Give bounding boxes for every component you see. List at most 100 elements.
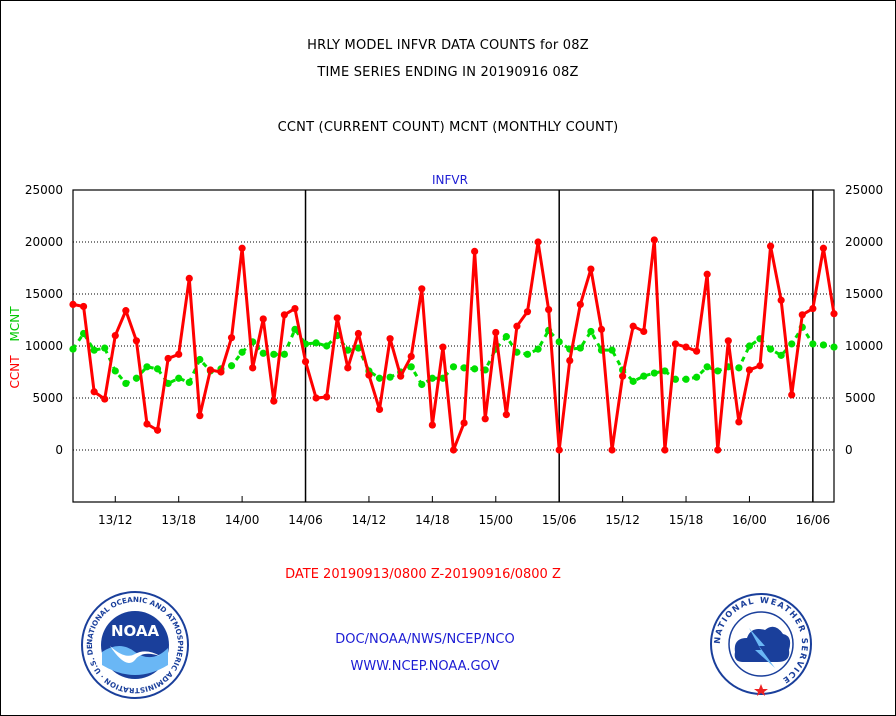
data-point-ccnt [608, 446, 616, 454]
data-point-mcnt [777, 351, 785, 359]
x-tick-label: 16/06 [796, 513, 831, 527]
x-tick-label: 15/06 [542, 513, 577, 527]
data-point-mcnt [502, 333, 510, 341]
data-point-ccnt [153, 426, 162, 434]
data-point-mcnt [714, 367, 722, 375]
data-point-mcnt [164, 379, 172, 388]
data-point-ccnt [301, 358, 310, 366]
data-point-ccnt [270, 397, 278, 405]
y-tick-label-right: 0 [845, 443, 853, 457]
data-point-mcnt [418, 380, 426, 389]
data-point-mcnt [185, 378, 193, 386]
data-point-mcnt [703, 363, 711, 371]
data-point-mcnt [227, 362, 236, 370]
data-point-ccnt [227, 334, 236, 342]
data-point-ccnt [587, 265, 595, 273]
data-point-ccnt [185, 274, 193, 282]
noaa-logo-text: NOAA [111, 622, 160, 640]
plot-title: INFVR [432, 173, 468, 187]
x-tick-label: 14/00 [225, 513, 260, 527]
grid [73, 190, 834, 502]
data-point-ccnt [640, 327, 648, 336]
data-point-ccnt [671, 340, 680, 348]
data-point-ccnt [291, 304, 299, 313]
data-point-mcnt [819, 341, 828, 349]
footer-url[interactable]: WWW.NCEP.NOAA.GOV [350, 659, 500, 674]
data-point-ccnt [111, 332, 119, 340]
data-point-ccnt [819, 244, 828, 252]
data-point-ccnt [365, 371, 373, 379]
data-point-ccnt [534, 238, 542, 246]
data-point-ccnt [830, 310, 838, 318]
y-tick-label-left: 5000 [32, 391, 63, 405]
y-tick-label-right: 5000 [845, 391, 876, 405]
data-point-ccnt [386, 335, 394, 343]
data-point-ccnt [249, 364, 257, 372]
data-point-ccnt [513, 322, 521, 330]
x-tick-label: 14/12 [352, 513, 387, 527]
data-point-ccnt [703, 270, 711, 278]
data-point-ccnt [650, 236, 658, 244]
series-line-mcnt [71, 325, 835, 386]
x-axis-date-range: DATE 20190913/0800 Z-20190916/0800 Z [285, 567, 561, 582]
x-tick-label: 13/12 [98, 513, 133, 527]
axes: 0 0 5000 5000 10000 10000 15000 15000 20000 20000… [25, 183, 883, 527]
data-point-ccnt [375, 405, 384, 414]
data-point-ccnt [90, 388, 98, 396]
data-point-ccnt [788, 391, 796, 399]
data-point-mcnt [671, 375, 680, 383]
data-point-ccnt [418, 285, 426, 293]
data-point-ccnt [492, 328, 500, 337]
y-tick-label-left: 20000 [25, 235, 63, 249]
data-point-mcnt [101, 344, 109, 352]
data-point-ccnt [724, 337, 732, 345]
x-tick-label: 15/18 [669, 513, 704, 527]
data-point-ccnt [132, 337, 141, 345]
data-point-mcnt [270, 350, 278, 358]
data-point-mcnt [788, 340, 796, 348]
data-point-mcnt [143, 363, 151, 371]
data-point-mcnt [449, 363, 458, 371]
data-point-mcnt [122, 379, 130, 388]
data-point-ccnt [777, 296, 785, 304]
data-point-ccnt [428, 421, 436, 429]
data-point-ccnt [460, 419, 468, 427]
data-point-ccnt [323, 393, 331, 401]
chart-title-line2: TIME SERIES ENDING IN 20190916 08Z [317, 65, 579, 80]
data-point-ccnt [714, 446, 722, 454]
data-point-mcnt [280, 350, 288, 358]
data-point-mcnt [735, 364, 743, 372]
data-point-mcnt [344, 346, 352, 354]
data-point-ccnt [397, 372, 405, 380]
data-point-mcnt [407, 363, 415, 371]
data-point-ccnt [143, 420, 151, 428]
data-point-ccnt [566, 356, 574, 365]
data-point-mcnt [576, 344, 584, 352]
data-point-ccnt [735, 418, 743, 426]
data-point-mcnt [830, 343, 838, 351]
data-point-ccnt [439, 343, 447, 351]
data-point-ccnt [79, 302, 88, 311]
noaa-logo: NATIONAL OCEANIC AND ATMOSPHERIC ADMINIS… [80, 590, 189, 699]
data-point-ccnt [555, 446, 563, 454]
data-point-mcnt [640, 372, 648, 380]
data-point-ccnt [354, 329, 362, 338]
x-tick-label: 14/06 [288, 513, 323, 527]
y-tick-label-left: 15000 [25, 287, 63, 301]
data-point-mcnt [587, 327, 595, 336]
nws-logo: NATIONAL WEATHER SERVICE [710, 593, 812, 696]
y-axis-label-ccnt: CCNT [8, 355, 22, 389]
y-tick-label-left: 0 [55, 443, 63, 457]
data-point-mcnt [132, 374, 141, 382]
data-point-mcnt [90, 346, 98, 354]
data-point-mcnt [766, 345, 775, 353]
data-point-mcnt [69, 345, 77, 353]
series-mcnt [69, 323, 838, 389]
data-point-ccnt [597, 325, 606, 333]
y-tick-label-left: 10000 [25, 339, 63, 353]
data-point-mcnt [291, 325, 299, 333]
y-tick-label-right: 10000 [845, 339, 883, 353]
data-point-ccnt [196, 412, 204, 420]
x-tick-label: 13/18 [161, 513, 196, 527]
data-point-ccnt [809, 304, 817, 313]
